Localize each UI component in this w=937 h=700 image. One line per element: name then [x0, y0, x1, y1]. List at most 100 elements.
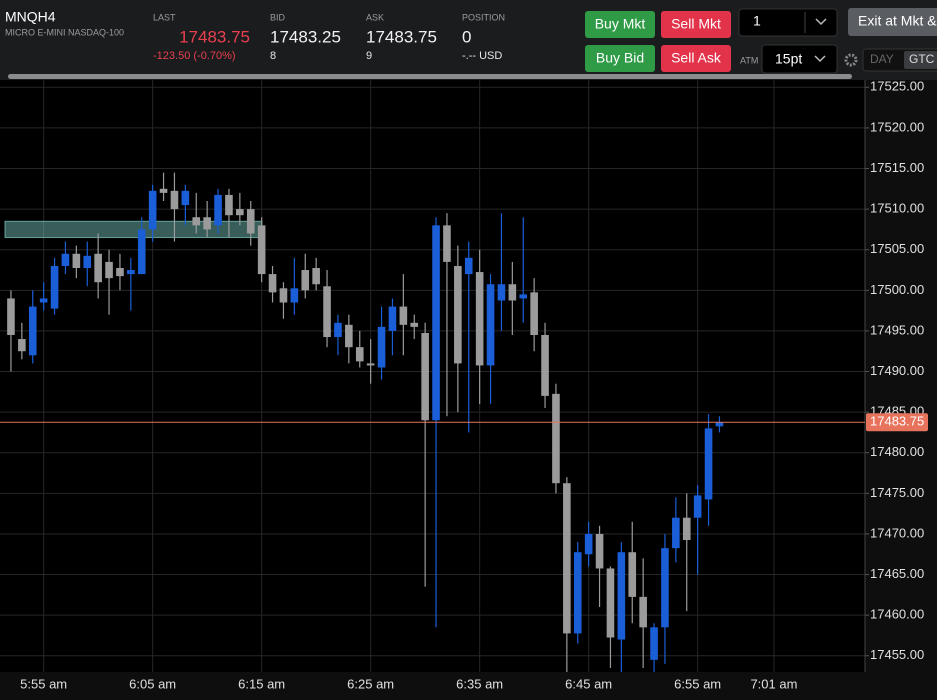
plot: 17455.00 17460.00 17465.00 17470.00 17475.00… [0, 79, 928, 691]
candle-body [377, 326, 386, 368]
bid-label: BID [270, 12, 286, 22]
candle-body [475, 272, 484, 366]
y-tick-label: 17495.00 [870, 322, 924, 337]
y-tick-label: 17470.00 [870, 525, 924, 540]
buy-bid-button[interactable]: Buy Bid [585, 45, 655, 72]
candle-body [39, 298, 48, 303]
candle-body [464, 257, 473, 275]
atm-label: ATM [740, 55, 758, 65]
x-tick-label: 6:15 am [238, 676, 285, 691]
button-label: Sell Mkt [671, 16, 721, 32]
candle-body [519, 294, 528, 299]
candle-body [399, 306, 408, 325]
tif-toggle[interactable]: DAY GTC [862, 48, 937, 72]
candle-body [137, 229, 146, 275]
position-value: 0 [462, 27, 471, 46]
sell-ask-button[interactable]: Sell Ask [661, 45, 731, 72]
buy-mkt-button[interactable]: Buy Mkt [585, 11, 655, 38]
y-tick-label: 17480.00 [870, 444, 924, 459]
x-tick-label: 6:25 am [347, 676, 394, 691]
button-label: Buy Mkt [595, 16, 646, 32]
candle-body [650, 627, 658, 660]
y-tick-label: 17520.00 [870, 119, 924, 134]
exit-button[interactable]: Exit at Mkt & [848, 8, 937, 36]
ask-value: 17483.75 [366, 27, 437, 46]
candle-body [410, 322, 419, 327]
candle-body [50, 265, 59, 309]
candle-body [148, 190, 157, 230]
position-pnl: -.-- USD [462, 50, 502, 62]
candle-body [388, 306, 397, 331]
button-label: Exit at Mkt & [858, 13, 937, 29]
candle-body [672, 517, 680, 549]
candle-body [508, 284, 517, 301]
price-axis-bg [865, 80, 937, 700]
candle-body [345, 324, 353, 348]
scrollbar[interactable] [8, 74, 852, 79]
candle-body [246, 209, 255, 234]
price-zone [4, 220, 263, 239]
y-tick-label: 17515.00 [870, 160, 924, 175]
candle-body [159, 188, 168, 193]
last-change: -123.50 (-0.70%) [153, 50, 236, 62]
x-tick-label: 6:05 am [129, 676, 176, 691]
candle-body [323, 286, 331, 338]
candle-body [421, 332, 429, 421]
x-tick-label: 6:35 am [456, 676, 503, 691]
day-option: DAY [870, 52, 894, 66]
bid-value: 17483.25 [270, 27, 341, 46]
button-label: Buy Bid [596, 50, 644, 66]
candle-body [639, 596, 647, 628]
last-price-label: 17483.75 [870, 414, 924, 429]
candle-body [693, 495, 702, 518]
candle-body [541, 334, 549, 396]
candle-body [595, 533, 604, 569]
candle-body [563, 483, 571, 634]
candle-body [290, 288, 299, 303]
candle-body [628, 552, 637, 597]
y-tick-label: 17455.00 [870, 647, 924, 662]
candle-body [7, 298, 15, 335]
candle-body [61, 253, 70, 266]
candle-body [83, 255, 92, 268]
y-tick-label: 17460.00 [870, 607, 924, 622]
bid-size: 8 [270, 50, 276, 62]
candle-body [584, 533, 593, 555]
sell-mkt-button[interactable]: Sell Mkt [661, 11, 731, 38]
y-tick-label: 17490.00 [870, 363, 924, 378]
candle-body [72, 253, 81, 268]
candle-body [443, 225, 451, 262]
quantity-value: 1 [753, 13, 761, 29]
candle-body [704, 428, 713, 500]
x-tick-label: 6:55 am [674, 676, 721, 691]
quantity-select[interactable]: 1 [738, 8, 838, 37]
symbol: MNQH4 [5, 9, 56, 25]
last-value: 17483.75 [179, 27, 250, 46]
candle-body [334, 322, 342, 338]
y-tick-label: 17510.00 [870, 201, 924, 216]
candle-body [192, 217, 201, 226]
atm-select[interactable]: 15pt [761, 44, 838, 74]
candle-body [312, 267, 320, 285]
description: MICRO E-MINI NASDAQ-100 [5, 27, 124, 37]
candle-body [715, 422, 724, 427]
y-tick-label: 17465.00 [870, 566, 924, 581]
y-tick-label: 17505.00 [870, 241, 924, 256]
candle-body [18, 339, 26, 352]
settings-gear[interactable] [844, 53, 858, 67]
candle-body [552, 393, 560, 484]
candle-body [682, 517, 691, 541]
candle-body [170, 190, 179, 210]
candle-body [236, 209, 244, 216]
ask-label: ASK [366, 12, 384, 22]
candle-body [279, 288, 288, 303]
candle-body [530, 292, 538, 335]
last-price-tag [866, 413, 928, 432]
x-tick-label: 6:45 am [565, 676, 612, 691]
candle-body [127, 270, 135, 275]
candle-body [257, 225, 266, 275]
ask-size: 9 [366, 50, 372, 62]
x-tick-label: 7:01 am [750, 676, 797, 691]
candle-body [225, 194, 233, 216]
